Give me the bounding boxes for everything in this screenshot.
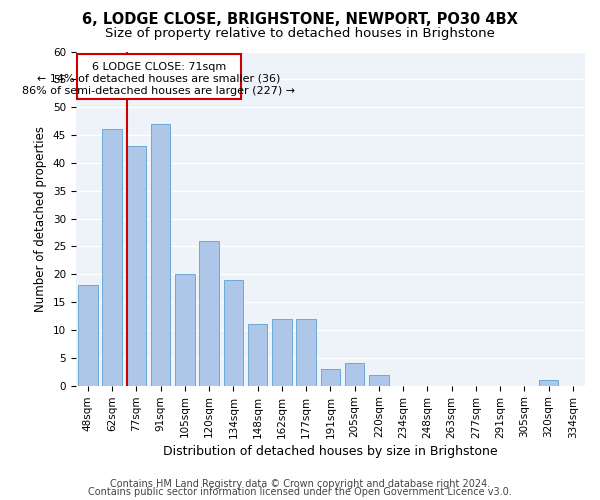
- Bar: [369, 374, 389, 386]
- Text: Contains HM Land Registry data © Crown copyright and database right 2024.: Contains HM Land Registry data © Crown c…: [110, 479, 490, 489]
- Bar: [103, 130, 122, 386]
- Bar: [175, 274, 194, 386]
- Bar: [272, 319, 292, 386]
- Text: 6, LODGE CLOSE, BRIGHSTONE, NEWPORT, PO30 4BX: 6, LODGE CLOSE, BRIGHSTONE, NEWPORT, PO3…: [82, 12, 518, 28]
- Bar: [296, 319, 316, 386]
- Bar: [199, 241, 219, 386]
- X-axis label: Distribution of detached houses by size in Brighstone: Distribution of detached houses by size …: [163, 444, 497, 458]
- Bar: [320, 369, 340, 386]
- Y-axis label: Number of detached properties: Number of detached properties: [34, 126, 47, 312]
- Text: Size of property relative to detached houses in Brighstone: Size of property relative to detached ho…: [105, 28, 495, 40]
- Bar: [539, 380, 559, 386]
- FancyBboxPatch shape: [77, 54, 241, 99]
- Bar: [345, 364, 364, 386]
- Text: Contains public sector information licensed under the Open Government Licence v3: Contains public sector information licen…: [88, 487, 512, 497]
- Bar: [151, 124, 170, 386]
- Text: 6 LODGE CLOSE: 71sqm: 6 LODGE CLOSE: 71sqm: [92, 62, 226, 72]
- Bar: [248, 324, 268, 386]
- Bar: [78, 286, 98, 386]
- Bar: [127, 146, 146, 386]
- Bar: [224, 280, 243, 386]
- Text: ← 14% of detached houses are smaller (36): ← 14% of detached houses are smaller (36…: [37, 74, 280, 84]
- Text: 86% of semi-detached houses are larger (227) →: 86% of semi-detached houses are larger (…: [22, 86, 295, 96]
